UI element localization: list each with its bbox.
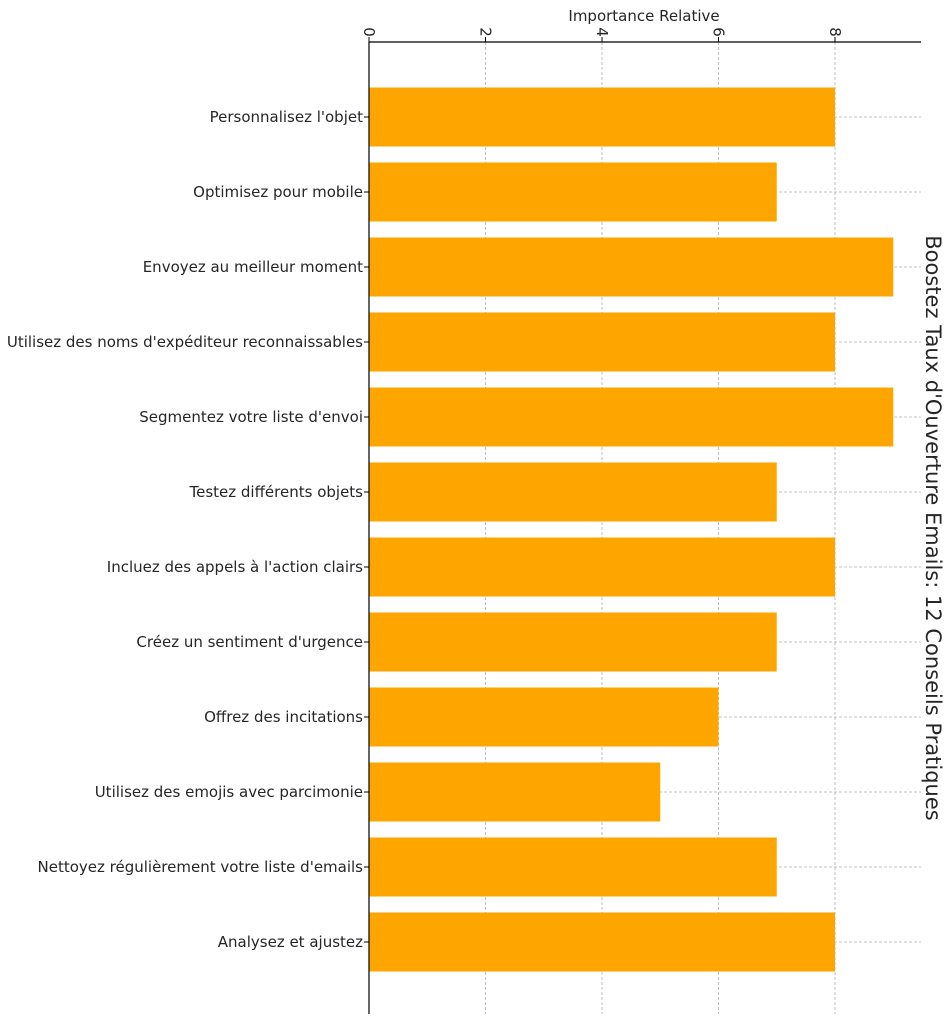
x-tick-label: 6 — [710, 27, 728, 37]
x-tick-label: 4 — [593, 27, 611, 37]
category-label: Incluez des appels à l'action clairs — [107, 558, 363, 576]
bar — [369, 687, 719, 747]
bar — [369, 537, 835, 597]
x-tick-label: 0 — [360, 27, 378, 37]
x-axis-label: Importance Relative — [568, 7, 719, 25]
bar — [369, 912, 835, 972]
chart-title: Boostez Taux d'Ouverture Emails: 12 Cons… — [921, 235, 945, 820]
category-label: Envoyez au meilleur moment — [143, 258, 363, 276]
bar — [369, 87, 835, 147]
category-label: Analysez et ajustez — [218, 933, 363, 951]
bar — [369, 612, 777, 672]
category-label: Testez différents objets — [189, 483, 364, 501]
category-labels: Personnalisez l'objet Optimisez pour mobi… — [7, 108, 363, 951]
axes-layer — [368, 41, 921, 1014]
bar — [369, 387, 894, 447]
category-label: Personnalisez l'objet — [210, 108, 364, 126]
category-label: Segmentez votre liste d'envoi — [139, 408, 363, 426]
category-label: Optimisez pour mobile — [193, 183, 363, 201]
x-tick-label: 8 — [826, 27, 844, 37]
bar — [369, 237, 894, 297]
x-tick-label: 2 — [477, 27, 495, 37]
bar — [369, 462, 777, 522]
category-label: Offrez des incitations — [204, 708, 363, 726]
bar — [369, 312, 835, 372]
bar — [369, 162, 777, 222]
category-label: Nettoyez régulièrement votre liste d'ema… — [38, 858, 364, 876]
bar — [369, 837, 777, 897]
category-label: Utilisez des emojis avec parcimonie — [95, 783, 363, 801]
category-label: Créez un sentiment d'urgence — [136, 633, 363, 651]
bar — [369, 762, 661, 822]
category-label: Utilisez des noms d'expéditeur reconnais… — [7, 333, 363, 351]
x-ticks: 0 2 4 6 8 — [360, 27, 844, 943]
bars-layer — [369, 87, 894, 972]
